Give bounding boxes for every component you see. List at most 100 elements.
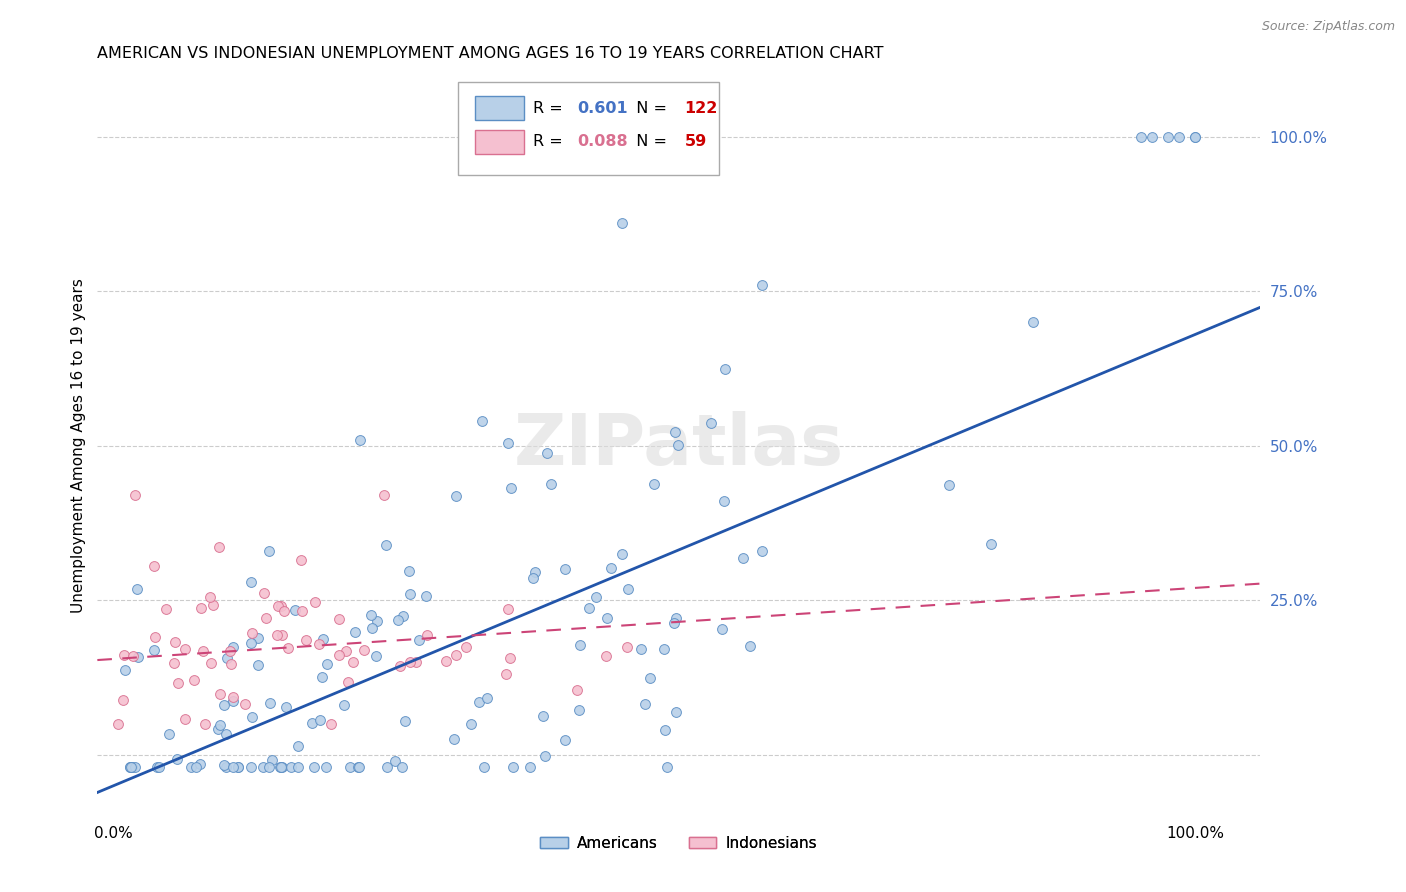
Point bbox=[585, 590, 607, 604]
Point bbox=[291, 604, 314, 618]
Point bbox=[398, 564, 420, 578]
Point bbox=[751, 278, 773, 293]
Point bbox=[166, 676, 188, 690]
Point bbox=[239, 760, 262, 774]
Point bbox=[114, 663, 136, 677]
Point bbox=[118, 760, 141, 774]
Point bbox=[212, 758, 235, 772]
Point bbox=[222, 760, 245, 774]
Point bbox=[366, 649, 388, 664]
Point bbox=[578, 600, 600, 615]
Point bbox=[124, 488, 146, 502]
Point bbox=[460, 716, 482, 731]
Point bbox=[239, 575, 262, 590]
Point bbox=[215, 727, 238, 741]
Point bbox=[344, 624, 367, 639]
Point bbox=[498, 601, 520, 615]
Point bbox=[634, 697, 657, 711]
Point bbox=[1140, 129, 1163, 144]
Point bbox=[311, 670, 333, 684]
Point bbox=[121, 760, 143, 774]
Point bbox=[389, 659, 412, 673]
Point bbox=[664, 425, 686, 440]
Point bbox=[366, 614, 388, 628]
Point bbox=[207, 540, 229, 554]
Point bbox=[654, 723, 676, 737]
Point bbox=[124, 760, 146, 774]
Point bbox=[254, 611, 277, 625]
Point bbox=[599, 560, 621, 574]
Point bbox=[304, 595, 326, 609]
Point bbox=[146, 760, 169, 774]
Point bbox=[315, 760, 337, 774]
Point bbox=[405, 655, 427, 669]
Point bbox=[444, 648, 467, 662]
Point bbox=[360, 608, 382, 623]
Point bbox=[143, 642, 166, 657]
Point bbox=[309, 713, 332, 727]
Point bbox=[319, 717, 342, 731]
Point bbox=[148, 760, 170, 774]
Point bbox=[262, 753, 284, 767]
Point bbox=[399, 656, 422, 670]
Point bbox=[349, 760, 371, 774]
Point bbox=[394, 714, 416, 728]
Point bbox=[554, 733, 576, 747]
Point bbox=[443, 731, 465, 746]
Text: 0.088: 0.088 bbox=[578, 134, 628, 149]
Point bbox=[143, 559, 166, 574]
Text: 0.601: 0.601 bbox=[578, 101, 628, 116]
Text: 122: 122 bbox=[685, 101, 718, 116]
Point bbox=[938, 478, 960, 492]
Point bbox=[277, 640, 299, 655]
Point bbox=[568, 639, 591, 653]
Point bbox=[240, 710, 263, 724]
Point bbox=[337, 674, 360, 689]
Point bbox=[616, 640, 638, 654]
Point bbox=[208, 687, 231, 701]
Point bbox=[1022, 315, 1045, 329]
Point bbox=[240, 636, 263, 650]
Point bbox=[499, 651, 522, 665]
Point bbox=[610, 547, 633, 561]
Point bbox=[536, 446, 558, 460]
Point bbox=[212, 698, 235, 713]
Point bbox=[495, 666, 517, 681]
Point bbox=[700, 416, 723, 430]
Point bbox=[174, 712, 197, 726]
Point bbox=[157, 727, 180, 741]
Point bbox=[219, 657, 242, 671]
Point bbox=[373, 488, 395, 502]
Point bbox=[112, 648, 135, 663]
Point bbox=[118, 760, 141, 774]
Point bbox=[456, 640, 478, 655]
Point bbox=[200, 657, 222, 671]
Point bbox=[474, 760, 496, 774]
Point bbox=[162, 656, 184, 670]
Point bbox=[328, 648, 350, 662]
Point bbox=[335, 644, 357, 658]
FancyBboxPatch shape bbox=[475, 129, 524, 153]
Point bbox=[496, 436, 519, 450]
Point bbox=[731, 551, 754, 566]
Point bbox=[630, 641, 652, 656]
Point bbox=[127, 650, 149, 665]
Point bbox=[257, 544, 280, 558]
Point bbox=[475, 691, 498, 706]
Point bbox=[271, 627, 294, 641]
Point bbox=[174, 641, 197, 656]
Point bbox=[194, 717, 217, 731]
Point bbox=[127, 582, 149, 597]
Text: Source: ZipAtlas.com: Source: ZipAtlas.com bbox=[1261, 20, 1395, 33]
Point bbox=[190, 601, 212, 615]
Point bbox=[188, 757, 211, 772]
Point bbox=[233, 697, 256, 711]
Point bbox=[666, 438, 689, 452]
Point bbox=[226, 760, 249, 774]
Point bbox=[287, 739, 309, 753]
Point bbox=[339, 760, 361, 774]
Point bbox=[208, 718, 231, 732]
Point bbox=[519, 760, 541, 774]
Point bbox=[387, 613, 409, 627]
Text: R =: R = bbox=[533, 134, 568, 149]
